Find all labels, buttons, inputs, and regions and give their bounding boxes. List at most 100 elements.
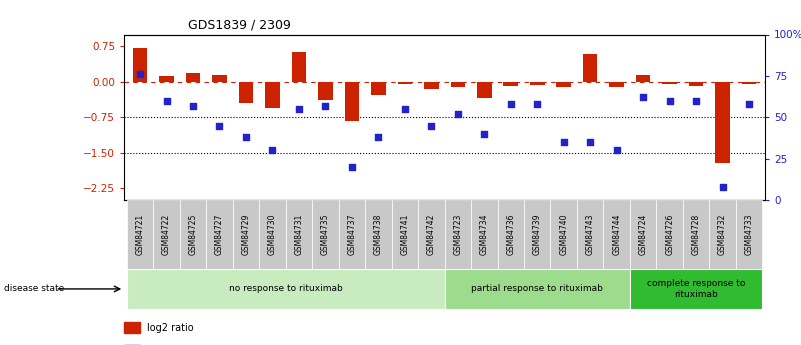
Point — [557, 139, 570, 145]
Bar — [715, 82, 730, 163]
Point — [505, 101, 517, 107]
Bar — [318, 82, 332, 100]
Bar — [127, 269, 445, 309]
Text: no response to rituximab: no response to rituximab — [229, 284, 343, 294]
Bar — [365, 200, 392, 269]
Bar — [312, 200, 339, 269]
Text: GSM84735: GSM84735 — [321, 214, 330, 255]
Point — [584, 139, 597, 145]
Point — [134, 71, 147, 77]
Bar — [206, 200, 233, 269]
Bar — [497, 200, 524, 269]
Text: GSM84726: GSM84726 — [665, 214, 674, 255]
Text: GSM84734: GSM84734 — [480, 214, 489, 255]
Bar — [656, 200, 683, 269]
Point — [425, 123, 437, 128]
Bar — [742, 82, 756, 84]
Point — [266, 148, 279, 153]
Bar — [557, 82, 571, 88]
Bar — [286, 200, 312, 269]
Bar — [577, 200, 603, 269]
Point — [372, 135, 384, 140]
Point — [319, 103, 332, 108]
Bar — [124, 322, 140, 333]
Bar — [471, 200, 497, 269]
Bar — [683, 200, 710, 269]
Bar — [179, 200, 206, 269]
Text: GDS1839 / 2309: GDS1839 / 2309 — [188, 18, 291, 31]
Bar — [603, 200, 630, 269]
Text: GSM84741: GSM84741 — [400, 214, 409, 255]
Bar — [186, 73, 200, 82]
Text: GSM84727: GSM84727 — [215, 214, 224, 255]
Point — [239, 135, 252, 140]
Bar — [445, 200, 471, 269]
Text: GSM84744: GSM84744 — [612, 214, 621, 255]
Text: GSM84736: GSM84736 — [506, 214, 515, 255]
Point — [716, 184, 729, 190]
Bar — [550, 200, 577, 269]
Bar — [153, 200, 179, 269]
Bar — [630, 200, 656, 269]
Text: GSM84725: GSM84725 — [188, 214, 198, 255]
Text: GSM84733: GSM84733 — [745, 214, 754, 255]
Text: GSM84740: GSM84740 — [559, 214, 568, 255]
Text: GSM84722: GSM84722 — [162, 214, 171, 255]
Point — [213, 123, 226, 128]
Bar — [397, 82, 413, 84]
Bar — [418, 200, 445, 269]
Point — [531, 101, 544, 107]
Text: GSM84724: GSM84724 — [638, 214, 648, 255]
Bar — [636, 75, 650, 82]
Text: GSM84731: GSM84731 — [295, 214, 304, 255]
Bar — [736, 200, 763, 269]
Bar — [127, 200, 153, 269]
Point — [187, 103, 199, 108]
Bar — [392, 200, 418, 269]
Point — [743, 101, 755, 107]
Text: disease state: disease state — [4, 284, 64, 294]
Bar — [159, 76, 174, 82]
Bar — [260, 200, 286, 269]
Bar — [710, 200, 736, 269]
Text: GSM84738: GSM84738 — [374, 214, 383, 255]
Bar — [662, 82, 677, 84]
Bar — [212, 75, 227, 82]
Bar — [583, 55, 598, 82]
Bar — [371, 82, 385, 95]
Text: GSM84742: GSM84742 — [427, 214, 436, 255]
Bar — [477, 82, 492, 98]
Bar — [445, 269, 630, 309]
Point — [452, 111, 465, 117]
Point — [637, 95, 650, 100]
Text: GSM84721: GSM84721 — [135, 214, 144, 255]
Point — [345, 164, 358, 170]
Text: complete response to
rituximab: complete response to rituximab — [647, 279, 745, 299]
Text: GSM84730: GSM84730 — [268, 214, 277, 255]
Text: GSM84728: GSM84728 — [691, 214, 701, 255]
Bar — [610, 82, 624, 87]
Point — [690, 98, 702, 104]
Text: GSM84732: GSM84732 — [718, 214, 727, 255]
Bar — [344, 82, 359, 121]
Point — [478, 131, 491, 137]
Bar — [233, 200, 260, 269]
Text: GSM84737: GSM84737 — [348, 214, 356, 255]
Text: GSM84723: GSM84723 — [453, 214, 462, 255]
Point — [610, 148, 623, 153]
Point — [292, 106, 305, 112]
Bar — [504, 82, 518, 86]
Text: GSM84729: GSM84729 — [241, 214, 251, 255]
Bar — [530, 82, 545, 85]
Text: GSM84743: GSM84743 — [586, 214, 594, 255]
Bar — [292, 52, 306, 82]
Bar — [524, 200, 550, 269]
Bar — [424, 82, 439, 89]
Bar — [689, 82, 703, 86]
Point — [663, 98, 676, 104]
Text: log2 ratio: log2 ratio — [147, 323, 193, 333]
Bar — [265, 82, 280, 108]
Bar — [339, 200, 365, 269]
Bar — [133, 48, 147, 82]
Text: GSM84739: GSM84739 — [533, 214, 541, 255]
